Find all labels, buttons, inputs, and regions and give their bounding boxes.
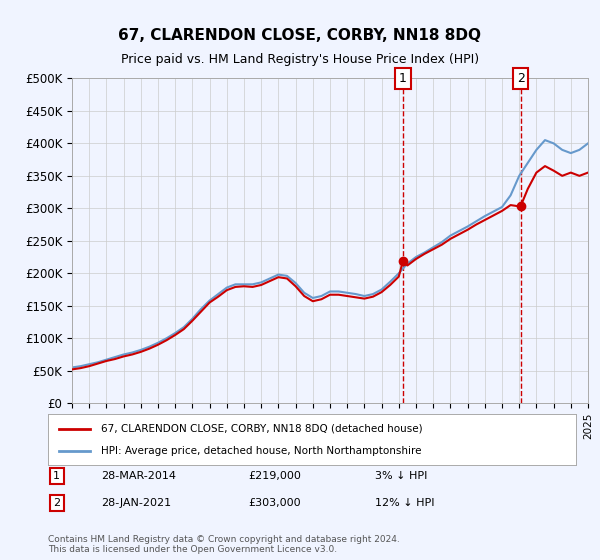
Text: 67, CLARENDON CLOSE, CORBY, NN18 8DQ: 67, CLARENDON CLOSE, CORBY, NN18 8DQ [119,28,482,43]
Text: 3% ↓ HPI: 3% ↓ HPI [376,471,428,481]
Text: 2: 2 [53,498,61,508]
Text: 28-MAR-2014: 28-MAR-2014 [101,471,176,481]
Text: HPI: Average price, detached house, North Northamptonshire: HPI: Average price, detached house, Nort… [101,446,421,456]
Text: 1: 1 [399,72,407,85]
Text: £219,000: £219,000 [248,471,302,481]
Text: Price paid vs. HM Land Registry's House Price Index (HPI): Price paid vs. HM Land Registry's House … [121,53,479,66]
Text: 2: 2 [517,72,524,85]
Text: 28-JAN-2021: 28-JAN-2021 [101,498,171,508]
Text: £303,000: £303,000 [248,498,301,508]
Text: Contains HM Land Registry data © Crown copyright and database right 2024.
This d: Contains HM Land Registry data © Crown c… [48,535,400,554]
Text: 12% ↓ HPI: 12% ↓ HPI [376,498,435,508]
Text: 67, CLARENDON CLOSE, CORBY, NN18 8DQ (detached house): 67, CLARENDON CLOSE, CORBY, NN18 8DQ (de… [101,423,422,433]
Text: 1: 1 [53,471,60,481]
